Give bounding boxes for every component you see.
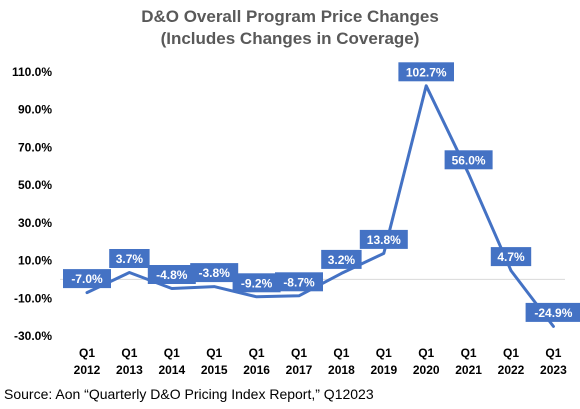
data-label: -24.9% [525,302,580,322]
x-tick-quarter: Q1 [121,346,137,360]
x-tick-year: 2023 [540,363,567,377]
data-label: 4.7% [490,247,532,267]
data-label-box [275,272,323,292]
data-label-box [232,273,281,293]
data-label-text: 13.8% [367,233,401,247]
data-label-text: -8.7% [283,275,315,289]
data-label: -4.8% [147,265,196,284]
data-label: -9.2% [232,273,281,293]
chart-subtitle: (Includes Changes in Coverage) [160,29,420,48]
x-tick-year: 2013 [116,363,143,377]
source-note: Source: Aon “Quarterly D&O Pricing Index… [4,386,374,402]
data-label-text: 4.7% [497,250,525,264]
data-label: -3.8% [190,263,239,283]
data-label-box [109,249,150,268]
data-label-box [359,229,408,249]
data-label-box [444,150,493,170]
x-tick-quarter: Q1 [545,346,561,360]
x-tick-year: 2018 [328,363,355,377]
data-label-layer: -7.0% 3.7% -4.8% -3.8% -9.2% -8.7% 3.2% 13.8% 10… [63,62,580,322]
data-label-box [525,302,580,322]
x-tick-quarter: Q1 [503,346,519,360]
x-tick-quarter: Q1 [249,346,265,360]
data-label-text: 56.0% [452,153,486,167]
x-tick-quarter: Q1 [376,346,392,360]
data-label: -7.0% [63,269,111,289]
x-tick-quarter: Q1 [461,346,477,360]
x-tick-year: 2022 [498,363,525,377]
data-label-text: 3.2% [328,253,356,267]
data-label-text: 3.7% [116,252,144,266]
data-label-text: -9.2% [241,276,273,290]
x-tick-quarter: Q1 [291,346,307,360]
data-label: 13.8% [359,229,408,249]
x-tick-year: 2017 [286,363,313,377]
x-tick-quarter: Q1 [418,346,434,360]
x-tick-year: 2019 [370,363,397,377]
data-label-box [147,265,196,284]
x-tick-quarter: Q1 [333,346,349,360]
x-tick-year: 2021 [455,363,482,377]
y-tick-label: 10.0% [18,254,52,268]
data-label-text: 102.7% [406,65,447,79]
chart-title-block: D&O Overall Program Price Changes (Inclu… [0,6,580,50]
data-label: 56.0% [444,150,493,170]
data-label: 3.7% [109,249,150,268]
data-label-box [321,249,362,269]
y-tick-label: 30.0% [18,216,52,230]
data-label: 3.2% [321,249,362,269]
x-tick-quarter: Q1 [79,346,95,360]
data-label-text: -7.0% [71,272,103,286]
data-label-box [63,269,111,289]
x-tick-year: 2020 [413,363,440,377]
y-tick-label: 50.0% [18,178,52,192]
data-label: -8.7% [275,272,323,292]
data-label-box [398,62,454,82]
y-tick-label: -30.0% [14,329,52,343]
data-label: 102.7% [398,62,454,82]
data-label-box [490,247,532,267]
x-tick-year: 2015 [201,363,228,377]
x-tick-year: 2012 [74,363,101,377]
x-tick-quarter: Q1 [206,346,222,360]
y-axis: 110.0% 90.0% 70.0% 50.0% 30.0% 10.0% -10.0% -30… [12,65,52,343]
y-tick-label: 70.0% [18,140,52,154]
y-tick-label: 110.0% [12,65,52,79]
data-label-text: -3.8% [199,266,231,280]
y-tick-label: 90.0% [18,103,52,117]
y-tick-label: -10.0% [14,291,52,305]
x-tick-year: 2016 [243,363,270,377]
x-axis: Q1 2012 Q1 2013 Q1 2014 Q1 2015 Q1 2016 Q1 2017 Q1 20… [74,346,567,377]
x-tick-quarter: Q1 [164,346,180,360]
x-tick-year: 2014 [158,363,185,377]
data-label-text: -24.9% [534,306,572,320]
chart-title: D&O Overall Program Price Changes [141,7,439,26]
data-label-text: -4.8% [156,268,188,282]
data-label-box [190,263,239,283]
